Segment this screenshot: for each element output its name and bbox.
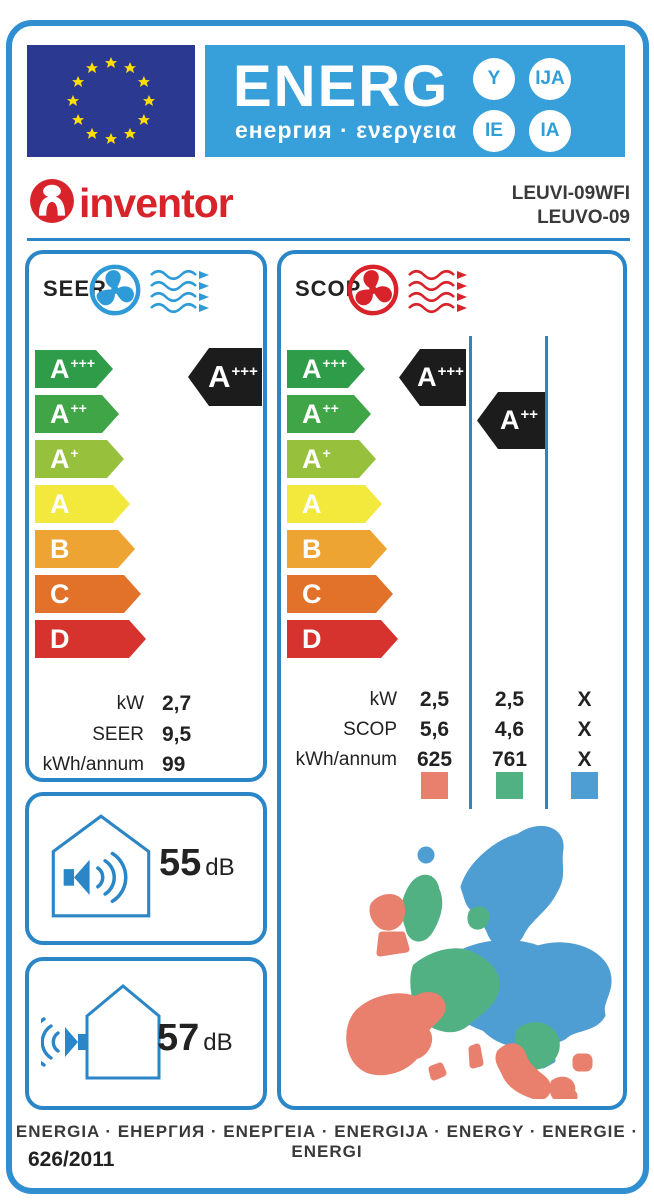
class-arrow-a1: A+ — [287, 440, 376, 478]
scop-row-kwh: kWh/annum 625 761 X — [295, 748, 592, 771]
cooling-fan-icon — [89, 264, 141, 316]
model-numbers: LEUVI-09WFI LEUVO-09 — [512, 182, 630, 230]
indoor-noise-panel: 55 dB — [25, 792, 267, 945]
energy-words: ENERGIA · ЕНЕРГИЯ · ΕΝΕΡΓΕΙΑ · ENERGIJA … — [15, 1122, 639, 1161]
scop-rating-cursor-colder: A++ — [477, 392, 545, 449]
brand-row: inventor LEUVI-09WFI LEUVO-09 — [27, 178, 630, 230]
class-arrow-a2: A++ — [35, 395, 119, 433]
suffix-circle-ia: IA — [529, 110, 571, 152]
zone-divider-2 — [545, 336, 548, 809]
class-label: B — [50, 533, 70, 564]
outdoor-noise-value: 57 dB — [157, 1017, 233, 1059]
eu-flag — [27, 45, 195, 157]
europe-climate-map — [346, 825, 612, 1099]
class-arrow-a1: A+ — [35, 440, 124, 478]
scop-class-ladder: A+++ A++ A+ A B C D — [287, 350, 467, 665]
class-label: D — [50, 623, 70, 654]
class-arrow-a: A — [287, 485, 382, 523]
suffix-circle-ija: IJA — [529, 58, 571, 100]
class-arrow-a3: A+++ — [35, 350, 113, 388]
suffix-circle-y: Y — [473, 58, 515, 100]
energ-subtitle: енергия · ενεργεια — [235, 117, 458, 143]
seer-row-kw: kW 2,7 — [116, 692, 192, 715]
class-arrow-d: D — [287, 620, 398, 658]
class-label: A — [302, 488, 322, 519]
regulation-number: 626/2011 — [28, 1148, 115, 1171]
warmer-zone-swatch — [421, 772, 448, 799]
zone-divider-1 — [469, 336, 472, 809]
model-outdoor: LEUVO-09 — [537, 207, 630, 228]
class-arrow-d: D — [35, 620, 146, 658]
class-label: A — [50, 488, 70, 519]
seer-row-kwh: kWh/annum 99 — [42, 753, 186, 776]
energ-header: ENERG енергия · ενεργεια Y IJA IE IA — [205, 45, 625, 157]
class-arrow-a2: A++ — [287, 395, 371, 433]
class-label: C — [50, 578, 70, 609]
eu-stars-icon — [67, 57, 155, 144]
model-indoor: LEUVI-09WFI — [511, 183, 630, 204]
class-arrow-b: B — [35, 530, 135, 568]
scop-row-scop: SCOP 5,6 4,6 X — [343, 718, 592, 741]
cool-airflow-icon — [150, 269, 209, 314]
energ-word: ENERG — [233, 54, 450, 119]
class-label: D — [302, 623, 322, 654]
class-label: B — [302, 533, 322, 564]
suffix-circle-ie: IE — [473, 110, 515, 152]
class-label: A+ — [50, 443, 79, 474]
inventor-logo-icon — [30, 179, 74, 223]
class-label: A++ — [50, 398, 87, 429]
seer-class-ladder: A+++ A++ A+ A B C D — [35, 350, 215, 665]
colder-zone-swatch — [571, 772, 598, 799]
seer-panel: SEER A+++ A++ A+ A B C D A+++ kW — [25, 250, 267, 782]
class-arrow-c: C — [287, 575, 393, 613]
header-divider — [27, 238, 630, 241]
outdoor-noise-panel: 57 dB — [25, 957, 267, 1110]
indoor-noise-value: 55 dB — [159, 842, 235, 884]
brand-name: inventor — [79, 180, 234, 226]
class-label: A+++ — [302, 353, 348, 384]
class-arrow-c: C — [35, 575, 141, 613]
outdoor-noise-icon — [41, 984, 161, 1080]
label-outer-border — [6, 20, 649, 1194]
scop-panel: SCOP A+++ A++ A+ A B C D A+++ — [277, 250, 627, 1110]
class-arrow-a3: A+++ — [287, 350, 365, 388]
scop-row-kw: kW 2,5 2,5 X — [369, 688, 592, 711]
indoor-noise-icon — [51, 814, 151, 918]
average-zone-swatch — [496, 772, 523, 799]
heating-fan-icon — [347, 264, 399, 316]
class-label: A+ — [302, 443, 331, 474]
class-label: A+++ — [50, 353, 96, 384]
climate-zone-legend — [281, 772, 623, 799]
class-arrow-a: A — [35, 485, 130, 523]
class-label: C — [302, 578, 322, 609]
class-label: A++ — [302, 398, 339, 429]
seer-row-seer: SEER 9,5 — [92, 723, 192, 746]
heat-airflow-icon — [408, 269, 467, 314]
class-arrow-b: B — [287, 530, 387, 568]
